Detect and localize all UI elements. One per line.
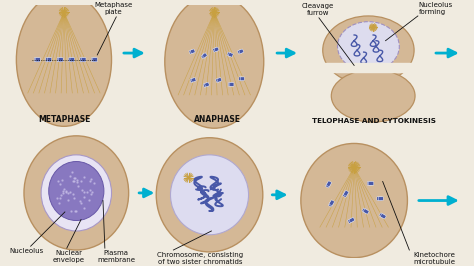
FancyBboxPatch shape	[91, 58, 96, 62]
FancyBboxPatch shape	[326, 181, 332, 187]
FancyBboxPatch shape	[347, 218, 354, 223]
Text: Cleavage
furrow: Cleavage furrow	[302, 3, 334, 16]
FancyBboxPatch shape	[59, 58, 63, 62]
Ellipse shape	[24, 136, 128, 250]
Ellipse shape	[17, 0, 111, 126]
FancyBboxPatch shape	[190, 78, 195, 83]
Text: Nucleolus
forming: Nucleolus forming	[419, 2, 453, 15]
FancyBboxPatch shape	[239, 77, 243, 81]
FancyBboxPatch shape	[367, 182, 373, 185]
Text: Chromosome, consisting
of two sister chromatids: Chromosome, consisting of two sister chr…	[157, 252, 243, 265]
FancyBboxPatch shape	[329, 200, 335, 206]
FancyBboxPatch shape	[240, 77, 245, 81]
Ellipse shape	[41, 155, 111, 231]
Ellipse shape	[331, 70, 415, 122]
Text: Plasma
membrane: Plasma membrane	[97, 250, 135, 263]
FancyBboxPatch shape	[93, 58, 97, 62]
FancyBboxPatch shape	[380, 214, 386, 219]
FancyBboxPatch shape	[69, 58, 73, 62]
FancyBboxPatch shape	[70, 58, 74, 62]
FancyBboxPatch shape	[57, 58, 62, 62]
FancyBboxPatch shape	[46, 58, 50, 62]
FancyBboxPatch shape	[363, 209, 369, 214]
FancyBboxPatch shape	[205, 82, 210, 87]
FancyBboxPatch shape	[217, 77, 222, 82]
Ellipse shape	[337, 22, 399, 71]
FancyBboxPatch shape	[239, 49, 244, 53]
FancyBboxPatch shape	[230, 83, 234, 86]
FancyBboxPatch shape	[189, 49, 194, 54]
FancyBboxPatch shape	[216, 78, 220, 83]
Text: Nucleolus: Nucleolus	[9, 248, 44, 254]
FancyBboxPatch shape	[362, 208, 368, 214]
FancyBboxPatch shape	[214, 47, 219, 52]
FancyBboxPatch shape	[34, 58, 39, 62]
FancyBboxPatch shape	[227, 52, 232, 57]
FancyBboxPatch shape	[378, 197, 383, 201]
FancyBboxPatch shape	[326, 182, 331, 188]
FancyBboxPatch shape	[202, 53, 207, 58]
Text: ANAPHASE: ANAPHASE	[194, 115, 241, 124]
FancyBboxPatch shape	[36, 58, 40, 62]
Ellipse shape	[301, 143, 408, 257]
Text: TELOPHASE AND CYTOKINESIS: TELOPHASE AND CYTOKINESIS	[312, 118, 436, 124]
FancyBboxPatch shape	[369, 182, 374, 185]
FancyBboxPatch shape	[343, 190, 349, 196]
Text: Nuclear
envelope: Nuclear envelope	[53, 250, 85, 263]
Text: Metaphase
plate: Metaphase plate	[94, 2, 133, 15]
Ellipse shape	[323, 16, 414, 84]
FancyBboxPatch shape	[377, 197, 382, 201]
Ellipse shape	[156, 138, 263, 252]
Text: Kinetochore
microtubule: Kinetochore microtubule	[413, 252, 455, 265]
FancyBboxPatch shape	[343, 192, 348, 198]
FancyBboxPatch shape	[379, 213, 385, 218]
FancyBboxPatch shape	[228, 52, 233, 57]
Ellipse shape	[49, 161, 104, 221]
FancyBboxPatch shape	[201, 54, 206, 59]
FancyBboxPatch shape	[80, 58, 84, 62]
FancyBboxPatch shape	[228, 83, 232, 86]
FancyBboxPatch shape	[190, 49, 195, 53]
FancyBboxPatch shape	[328, 201, 334, 207]
Ellipse shape	[171, 155, 248, 235]
FancyBboxPatch shape	[191, 77, 196, 82]
Text: METAPHASE: METAPHASE	[38, 115, 90, 124]
FancyBboxPatch shape	[349, 217, 355, 223]
FancyBboxPatch shape	[203, 83, 208, 88]
FancyBboxPatch shape	[237, 49, 242, 54]
FancyBboxPatch shape	[213, 48, 218, 52]
FancyBboxPatch shape	[82, 58, 86, 62]
FancyBboxPatch shape	[47, 58, 52, 62]
Ellipse shape	[165, 0, 264, 128]
